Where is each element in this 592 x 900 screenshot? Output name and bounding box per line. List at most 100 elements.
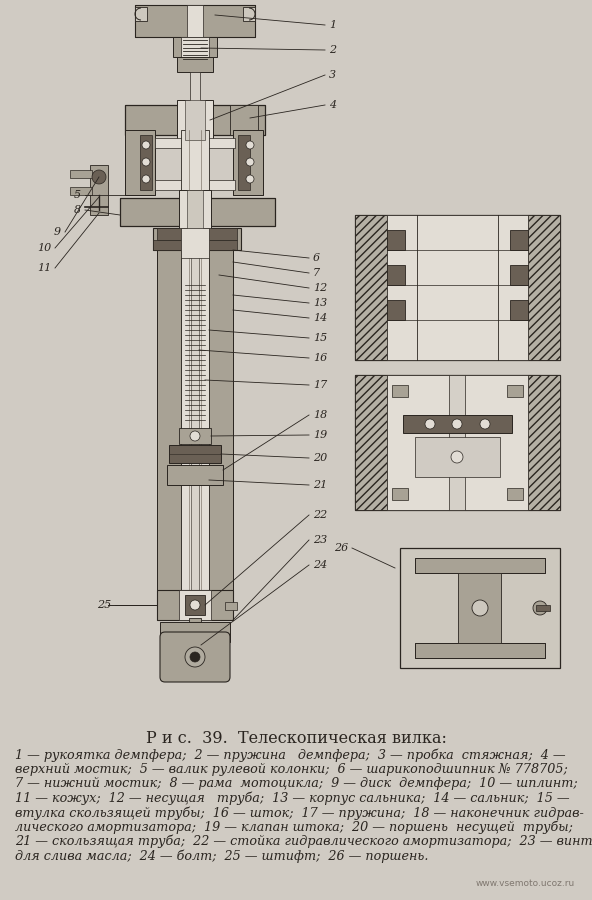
Text: 19: 19 <box>313 430 327 440</box>
Bar <box>140 135 152 190</box>
Circle shape <box>190 600 200 610</box>
Bar <box>415 643 545 658</box>
Circle shape <box>190 652 200 662</box>
Bar <box>185 100 205 140</box>
Circle shape <box>452 419 462 429</box>
Text: 18: 18 <box>313 410 327 420</box>
Bar <box>400 548 560 668</box>
Bar <box>153 228 241 250</box>
Bar <box>90 165 108 215</box>
Bar <box>528 215 560 360</box>
Text: 11: 11 <box>37 263 51 273</box>
Bar <box>190 72 200 110</box>
Bar <box>179 190 211 234</box>
Circle shape <box>480 419 490 429</box>
Bar <box>415 558 545 573</box>
Bar <box>125 130 155 195</box>
Bar <box>238 135 250 190</box>
Bar <box>169 445 221 463</box>
Bar <box>528 375 560 510</box>
Bar <box>536 605 550 611</box>
Bar <box>70 187 92 195</box>
Bar <box>233 130 263 195</box>
Text: 25: 25 <box>96 600 111 610</box>
Text: Р и с.  39.  Телескопическая вилка:: Р и с. 39. Телескопическая вилка: <box>146 730 446 747</box>
Bar <box>355 215 560 360</box>
Bar <box>209 250 233 620</box>
Text: 26: 26 <box>334 543 348 553</box>
Text: для слива масла;  24 — болт;  25 — штифт;  26 — поршень.: для слива масла; 24 — болт; 25 — штифт; … <box>15 850 429 863</box>
Bar <box>120 198 275 226</box>
Bar <box>510 300 528 320</box>
Text: 12: 12 <box>313 283 327 293</box>
Bar <box>135 5 255 37</box>
Bar <box>153 240 183 250</box>
Bar <box>120 198 275 226</box>
Bar <box>179 590 211 620</box>
Bar <box>209 250 233 620</box>
Text: втулка скользящей трубы;  16 — шток;  17 — пружина;  18 — наконечник гидрав-: втулка скользящей трубы; 16 — шток; 17 —… <box>15 806 584 820</box>
Bar <box>179 428 211 444</box>
Bar <box>233 130 263 195</box>
Bar <box>415 558 545 573</box>
Text: 24: 24 <box>313 560 327 570</box>
Bar <box>181 130 209 200</box>
Text: 2: 2 <box>329 45 336 55</box>
Bar <box>181 37 209 62</box>
Bar <box>181 250 209 620</box>
Bar <box>160 622 230 642</box>
Bar <box>167 465 223 485</box>
Bar <box>157 250 181 620</box>
Bar <box>185 595 205 615</box>
Text: 14: 14 <box>313 313 327 323</box>
Bar <box>387 265 405 285</box>
Bar <box>415 643 545 658</box>
Bar <box>187 190 203 234</box>
Bar <box>243 7 255 21</box>
Text: 1: 1 <box>329 20 336 30</box>
Circle shape <box>142 141 150 149</box>
Text: 11 — кожух;  12 — несущая   труба;  13 — корпус сальника;  14 — сальник;  15 —: 11 — кожух; 12 — несущая труба; 13 — кор… <box>15 791 570 805</box>
Bar <box>403 415 512 433</box>
Bar <box>187 5 203 37</box>
Bar <box>392 488 408 500</box>
Bar <box>177 57 213 72</box>
Bar <box>157 590 179 620</box>
Bar <box>387 230 405 250</box>
Text: верхний мостик;  5 — валик рулевой колонки;  6 — шарикоподшипник № 778705;: верхний мостик; 5 — валик рулевой колонк… <box>15 762 568 776</box>
Text: 7 — нижний мостик;  8 — рама  мотоцикла;  9 — диск  демпфера;  10 — шплинт;: 7 — нижний мостик; 8 — рама мотоцикла; 9… <box>15 777 578 790</box>
Text: 8: 8 <box>74 205 81 215</box>
Bar <box>211 590 233 620</box>
Circle shape <box>142 175 150 183</box>
Bar <box>70 170 92 178</box>
Bar <box>355 375 560 510</box>
Bar <box>225 602 237 610</box>
Bar <box>507 385 523 397</box>
Bar <box>135 5 255 37</box>
Text: 16: 16 <box>313 353 327 363</box>
Text: 1 — рукоятка демпфера;  2 — пружина   демпфера;  3 — пробка  стяжная;  4 —: 1 — рукоятка демпфера; 2 — пружина демпф… <box>15 748 565 761</box>
Circle shape <box>92 170 106 184</box>
Bar <box>387 215 528 360</box>
Circle shape <box>246 175 254 183</box>
Bar <box>415 437 500 477</box>
Bar <box>207 240 237 250</box>
Bar <box>177 100 213 140</box>
Bar <box>189 618 201 640</box>
Text: 13: 13 <box>313 298 327 308</box>
Bar <box>181 228 209 258</box>
Circle shape <box>190 431 200 441</box>
Bar <box>125 105 265 135</box>
Bar <box>387 375 528 510</box>
Text: 5: 5 <box>74 190 81 200</box>
Circle shape <box>246 141 254 149</box>
Text: 22: 22 <box>313 510 327 520</box>
Bar <box>157 590 233 620</box>
Bar <box>125 130 155 195</box>
Text: 7: 7 <box>313 268 320 278</box>
Text: 9: 9 <box>54 227 61 237</box>
Bar <box>173 37 217 57</box>
Bar <box>125 105 265 135</box>
FancyBboxPatch shape <box>160 632 230 682</box>
Bar <box>392 385 408 397</box>
